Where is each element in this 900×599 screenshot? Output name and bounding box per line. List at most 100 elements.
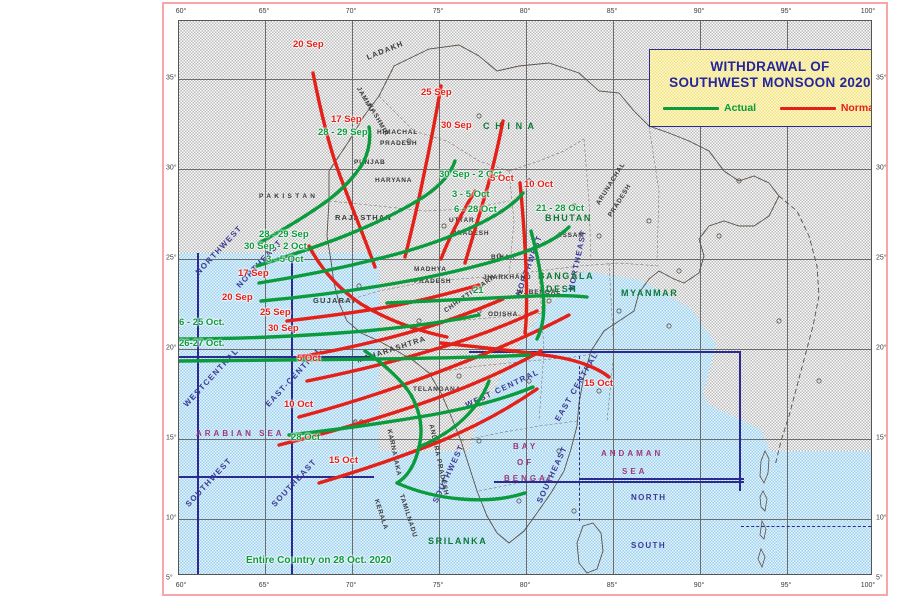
gridline-lat-35 — [179, 79, 871, 80]
state-label-haryana: HARYANA — [375, 177, 413, 184]
state-label-gujarat: GUJARAT — [313, 296, 358, 305]
isochrone-curves-layer — [179, 71, 611, 502]
date-label-22: 5 Oct — [297, 353, 321, 364]
sea-label-south: SOUTH — [631, 541, 666, 550]
date-label-4: 30 Sep — [441, 120, 472, 131]
actual-isochrone-6-25oct — [179, 313, 481, 341]
sea-label-sea: SEA — [622, 467, 648, 476]
legend-title: WITHDRAWAL OF SOUTHWEST MONSOON 2020 — [650, 59, 871, 91]
sea-label-of: OF — [517, 458, 535, 467]
sea-label-arabian-sea: ARABIAN SEA — [196, 429, 285, 438]
actual-isochrone-6-28oct — [259, 225, 571, 303]
date-label-15: 17 Sep — [238, 268, 269, 279]
sector-line-arabian-v2 — [291, 253, 293, 574]
date-label-2: 25 Sep — [421, 87, 452, 98]
lat-tick-left-10: 10° — [166, 514, 177, 522]
gridline-lon-65 — [265, 21, 266, 574]
actual-line-swatch — [663, 106, 719, 110]
state-label-madhya: MADHYA — [414, 266, 447, 273]
normal-isochrone-25sep-n — [403, 84, 443, 259]
date-label-1: 20 Sep — [293, 39, 324, 50]
actual-isochrone-21-bengal — [385, 293, 589, 305]
state-label-assam: ASSAM — [557, 232, 585, 239]
lon-tick-top-95: 95° — [780, 8, 792, 15]
date-label-9: 3 - 5 Oct — [452, 189, 490, 200]
gridline-lat-15 — [179, 439, 871, 440]
legend-normal-label: Normal — [840, 102, 871, 114]
lon-tick-bot-65: 65° — [258, 582, 270, 589]
lon-tick-bot-80: 80° — [519, 582, 531, 589]
normal-isochrone-15oct-bay — [439, 341, 611, 379]
date-label-18: 21 — [473, 285, 484, 296]
lon-tick-top-60: 60° — [175, 8, 187, 15]
date-label-20: 30 Sep — [268, 323, 299, 334]
lat-tick-right-35: 35° — [876, 74, 887, 82]
outer-frame — [162, 2, 888, 596]
country-label-srilanka: SRILANKA — [428, 536, 488, 546]
gridline-lat-20 — [179, 349, 871, 350]
normal-isochrone-10oct-ne — [518, 181, 529, 335]
lat-tick-left-30: 30° — [166, 164, 177, 172]
date-label-13: 30 Sep - 2 Oct — [244, 241, 307, 252]
normal-isochrone-5oct-ne — [439, 189, 477, 261]
state-label-odisha: ODISHA — [488, 311, 519, 318]
date-label-24: 10 Oct — [284, 399, 314, 410]
sector-line-bay-h1 — [469, 351, 739, 353]
lon-tick-bot-60: 60° — [175, 582, 187, 589]
lon-tick-top-65: 65° — [258, 8, 270, 15]
state-label-himachal: HIMACHAL — [377, 129, 419, 136]
map-plate: WITHDRAWAL OF SOUTHWEST MONSOON 2020 Act… — [178, 20, 872, 575]
normal-isochrone-25sep-s — [297, 297, 505, 359]
gridline-lon-90 — [700, 21, 701, 574]
lon-tick-top-90: 90° — [693, 8, 705, 15]
sector-line-andaman-dashed — [741, 526, 871, 527]
date-label-26: 15 Oct — [329, 455, 359, 466]
legend-actual-label: Actual — [724, 102, 757, 114]
lat-tick-right-30: 30° — [876, 164, 887, 172]
gridline-lon-75 — [439, 21, 440, 574]
legend-box: WITHDRAWAL OF SOUTHWEST MONSOON 2020 Act… — [649, 49, 871, 127]
state-label-uttar: UTTAR — [449, 217, 475, 224]
lon-tick-top-70: 70° — [345, 8, 357, 15]
actual-isochrone-3-5oct — [257, 191, 525, 285]
actual-isochrone-deccan-east — [417, 379, 491, 449]
gridline-lon-85 — [613, 21, 614, 574]
normal-isochrone-20sep-s — [285, 283, 481, 323]
actual-isochrone-26-27oct — [179, 353, 531, 363]
normal-isochrone-30sep-n — [463, 119, 505, 265]
state-label-p-a-k-i-s-t-a-n: P A K I S T A N — [259, 193, 316, 200]
actual-isochrone-28-29sep — [257, 125, 372, 245]
state-label-pradesh: PRADESH — [414, 278, 452, 285]
normal-isochrone-20sep — [311, 71, 377, 269]
legend-item-actual: Actual — [663, 102, 756, 114]
date-label-14: 3 - 5 Oct — [266, 254, 304, 265]
lon-tick-bot-95: 95° — [780, 582, 792, 589]
actual-isochrone-south-tail — [395, 481, 527, 502]
lat-tick-right-10: 10° — [876, 514, 887, 522]
country-label-desh: DESH — [546, 284, 578, 294]
state-label-telangana: TELANGANA — [413, 386, 462, 393]
date-label-8: 10 Oct — [524, 179, 554, 190]
actual-isochrone-28oct-coast — [287, 385, 535, 437]
gridline-lat-10 — [179, 519, 871, 520]
date-label-17: 25 Sep — [260, 307, 291, 318]
sector-line-arabian-h1 — [179, 356, 374, 358]
sea-label-north: NORTH — [631, 493, 667, 502]
lat-tick-right-5: 5° — [876, 574, 883, 582]
date-label-11: 21 - 28 Oct — [536, 203, 585, 214]
state-label-w-bengal: W. BENGAL — [517, 289, 562, 296]
sector-line-bay-h2 — [494, 481, 744, 483]
country-label-myanmar: MYANMAR — [621, 288, 679, 298]
sea-label-bay: BAY — [513, 442, 539, 451]
lon-tick-bot-90: 90° — [693, 582, 705, 589]
normal-isochrone-5oct — [297, 313, 571, 419]
lat-tick-right-25: 25° — [876, 254, 887, 262]
entire-country-annotation: Entire Country on 28 Oct. 2020 — [246, 555, 392, 566]
lon-tick-top-80: 80° — [519, 8, 531, 15]
lon-tick-top-100: 100° — [860, 8, 876, 15]
sector-line-andaman-h — [579, 478, 744, 480]
date-label-19: 6 - 25 Oct. — [179, 317, 225, 328]
state-label-punjab: PUNJAB — [354, 159, 386, 166]
actual-isochrone-30sep-2oct — [255, 159, 457, 268]
gridline-lat-30 — [179, 169, 871, 170]
